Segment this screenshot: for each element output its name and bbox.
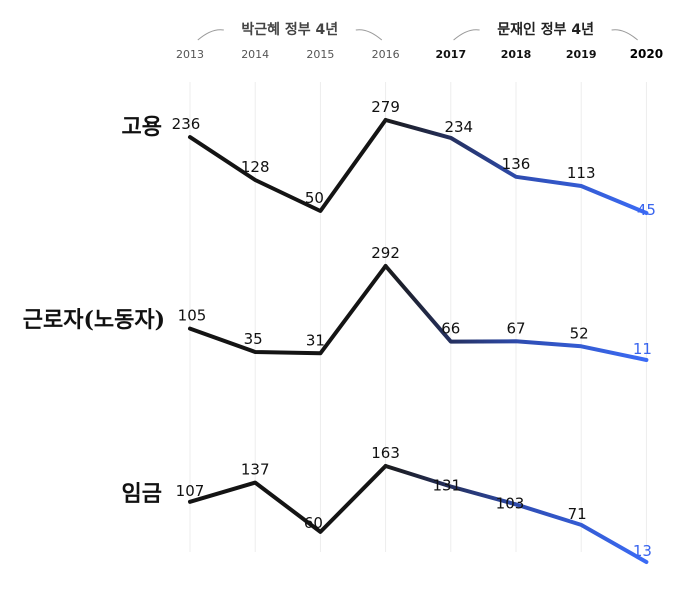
data-label-2-2018: 67: [506, 319, 525, 337]
data-point-3-2016: [384, 464, 388, 468]
data-point-3-2019: [579, 523, 583, 527]
series-label-2: 근로자(노동자): [23, 307, 165, 333]
era-bracket-left-2: [453, 29, 480, 41]
data-point-3-2013: [188, 500, 192, 504]
data-label-3-2020: 13: [633, 542, 652, 560]
year-label-2020: 2020: [630, 47, 663, 61]
series-3: 임금 107 137 60 163 131 103 71 13: [122, 444, 652, 564]
data-label-1-2013: 236: [172, 115, 201, 133]
year-label-2016: 2016: [372, 48, 400, 61]
year-label-2013: 2013: [176, 48, 204, 61]
year-label-2014: 2014: [241, 48, 269, 61]
series-line-era2-3: [383, 464, 649, 564]
data-label-2-2020: 11: [633, 340, 652, 358]
data-label-2-2017: 66: [441, 320, 460, 338]
data-point-1-2013: [188, 135, 192, 139]
data-label-2-2016: 292: [371, 244, 400, 262]
data-point-1-2019: [579, 184, 583, 188]
data-point-1-2015: [318, 209, 322, 213]
series-label-1: 고용: [122, 114, 162, 140]
data-label-2-2013: 105: [178, 307, 207, 325]
data-point-1-2016: [384, 118, 388, 122]
data-label-3-2017: 131: [432, 476, 461, 494]
series-line-era1-3: [188, 464, 388, 534]
era-label-2: 문재인 정부 4년: [497, 21, 594, 38]
data-point-2-2015: [318, 351, 322, 355]
data-label-2-2015: 31: [306, 331, 325, 349]
data-label-3-2013: 107: [176, 482, 205, 500]
series-label-3: 임금: [122, 481, 162, 507]
series-line-era1-1: [188, 118, 388, 213]
series-2: 근로자(노동자) 105 35 31 292 66 67 52 11: [23, 244, 652, 362]
data-point-2-2018: [514, 339, 518, 343]
data-point-3-2014: [253, 481, 257, 485]
series-line-era2-2: [383, 264, 649, 362]
data-label-1-2017: 234: [444, 118, 473, 136]
year-label-2019: 2019: [566, 48, 597, 61]
data-label-1-2014: 128: [241, 158, 270, 176]
data-point-1-2018: [514, 175, 518, 179]
data-point-1-2017: [449, 136, 453, 140]
data-point-2-2013: [188, 327, 192, 331]
data-label-2-2019: 52: [570, 324, 589, 342]
data-label-1-2018: 136: [502, 155, 531, 173]
data-label-3-2014: 137: [241, 461, 270, 479]
series-line-era1-2: [188, 264, 388, 356]
data-label-1-2019: 113: [567, 164, 596, 182]
data-point-1-2014: [253, 178, 257, 182]
data-label-2-2014: 35: [244, 330, 263, 348]
era-bracket-left-1: [197, 29, 224, 41]
data-label-3-2018: 103: [496, 494, 525, 512]
data-label-3-2019: 71: [568, 505, 587, 523]
era-bracket-right-1: [355, 29, 383, 41]
data-label-1-2015: 50: [305, 189, 324, 207]
data-point-2-2019: [579, 344, 583, 348]
era-bracket-right-2: [611, 29, 638, 41]
data-label-1-2020: 45: [637, 201, 656, 219]
data-label-3-2015: 60: [304, 514, 323, 532]
series-1: 고용 236 128 50 279 234 136 113 45: [122, 98, 656, 219]
data-label-1-2016: 279: [371, 98, 400, 116]
year-label-2018: 2018: [501, 48, 532, 61]
data-label-3-2016: 163: [371, 444, 400, 462]
data-point-2-2017: [449, 340, 453, 344]
year-label-2017: 2017: [435, 48, 466, 61]
series-line-era2-1: [383, 118, 649, 215]
chart-header: 2013 2014 2015 2016 2017 2018 2019 2020 박근혜 정부 4…: [176, 21, 663, 61]
year-label-2015: 2015: [306, 48, 334, 61]
data-point-2-2020: [644, 358, 648, 362]
data-point-2-2014: [253, 350, 257, 354]
series-group: 고용 236 128 50 279 234 136 113 45 근로자(노동자) 105 35 31 2…: [23, 98, 656, 564]
era-label-1: 박근혜 정부 4년: [241, 21, 338, 38]
data-point-3-2020: [644, 560, 648, 564]
data-point-2-2016: [384, 264, 388, 268]
gridlines: [189, 82, 647, 552]
